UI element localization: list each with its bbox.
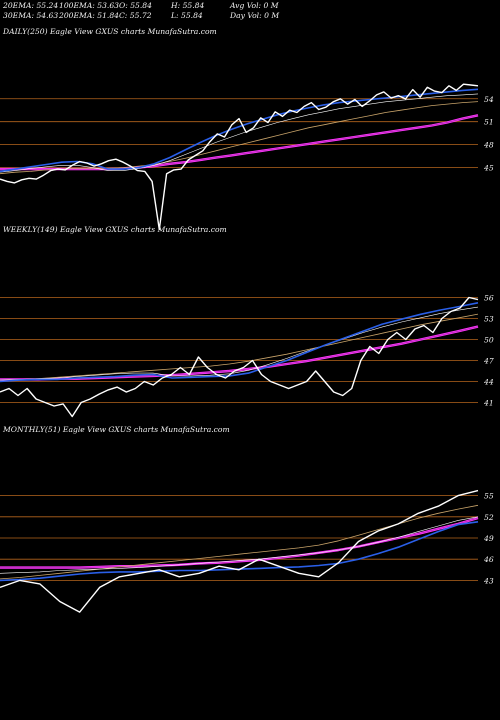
monthly-chart: 55 52 49 46 43 xyxy=(0,489,494,613)
close-value: C: 55.72 xyxy=(119,11,152,20)
tick-label: 45 xyxy=(483,164,494,173)
low-value: L: 55.84 xyxy=(171,11,203,20)
price-line xyxy=(0,489,479,613)
ema-slow-line xyxy=(0,101,479,175)
header-row-1: 20EMA: 55.24 100EMA: 53.63 O: 55.84 H: 5… xyxy=(3,1,497,11)
high-value: H: 55.84 xyxy=(171,1,205,10)
ema20-value: 20EMA: 55.24 xyxy=(3,1,59,10)
chart-header: 20EMA: 55.24 100EMA: 53.63 O: 55.84 H: 5… xyxy=(3,1,497,21)
ema-long-line xyxy=(0,516,479,569)
tick-label: 55 xyxy=(484,492,494,501)
ema-long-core-line xyxy=(0,114,479,170)
ema30-value: 30EMA: 54.63 xyxy=(3,11,59,20)
monthly-panel-title: MONTHLY(51) Eagle View GXUS charts Munaf… xyxy=(3,425,230,434)
ema-slow-line xyxy=(0,313,479,382)
ema-fast-line xyxy=(0,302,479,383)
ema-mid-line xyxy=(0,93,479,173)
ema-long-core-line xyxy=(0,326,479,380)
tick-label: 48 xyxy=(483,141,494,150)
ema-fast-line xyxy=(0,521,479,582)
daily-chart: 54 51 48 45 xyxy=(0,83,494,231)
ema-long-line xyxy=(0,325,479,381)
weekly-chart: 56 53 50 47 44 41 xyxy=(0,294,494,418)
tick-label: 53 xyxy=(484,315,494,324)
tick-label: 43 xyxy=(483,576,494,585)
price-line xyxy=(0,83,479,231)
tick-label: 44 xyxy=(483,378,494,387)
ema-mid-line xyxy=(0,306,479,381)
tick-label: 56 xyxy=(484,294,494,303)
tick-label: 50 xyxy=(484,336,494,345)
avg-volume-value: Avg Vol: 0 M xyxy=(230,1,279,10)
price-line xyxy=(0,296,479,418)
tick-label: 47 xyxy=(483,357,494,366)
daily-panel-title: DAILY(250) Eagle View GXUS charts Munafa… xyxy=(3,27,217,36)
tick-label: 54 xyxy=(484,95,494,104)
header-row-2: 30EMA: 54.63 200EMA: 51.84 C: 55.72 L: 5… xyxy=(3,11,497,21)
tick-label: 41 xyxy=(483,399,494,408)
ema200-value: 200EMA: 51.84 xyxy=(59,11,120,20)
day-volume-value: Day Vol: 0 M xyxy=(230,11,280,20)
ema-long-core-line xyxy=(0,517,479,568)
tick-label: 52 xyxy=(484,513,494,522)
tick-label: 49 xyxy=(483,534,494,543)
tick-label: 46 xyxy=(483,555,494,564)
ema-mid-line xyxy=(0,516,479,574)
weekly-panel-title: WEEKLY(149) Eagle View GXUS charts Munaf… xyxy=(3,225,227,234)
tick-label: 51 xyxy=(484,118,494,127)
ema100-value: 100EMA: 53.63 xyxy=(59,1,120,10)
open-value: O: 55.84 xyxy=(119,1,152,10)
